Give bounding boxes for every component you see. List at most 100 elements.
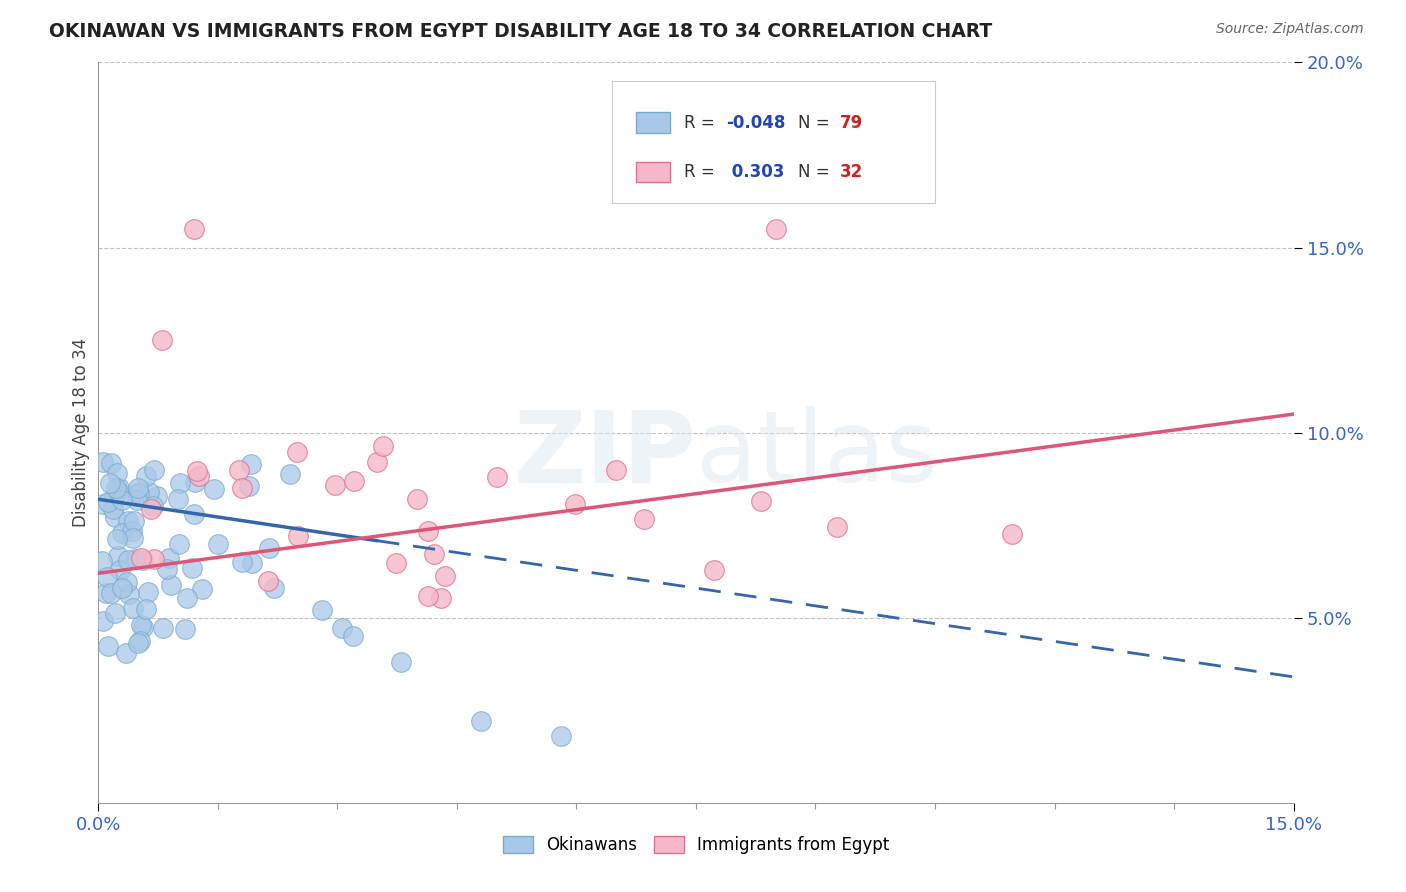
Point bbox=[117, 514, 139, 528]
Point bbox=[108, 481, 131, 495]
Point bbox=[93, 455, 115, 469]
Point bbox=[128, 485, 150, 500]
Point bbox=[135, 602, 157, 616]
Point bbox=[330, 621, 353, 635]
Point bbox=[117, 553, 139, 567]
Point bbox=[105, 467, 128, 481]
Point bbox=[285, 445, 308, 459]
Point bbox=[131, 617, 153, 632]
Point bbox=[278, 467, 301, 481]
Point bbox=[231, 481, 253, 495]
Point bbox=[564, 497, 586, 511]
Point bbox=[470, 714, 492, 729]
Text: ZIP: ZIP bbox=[513, 407, 696, 503]
Point bbox=[122, 514, 145, 528]
Point bbox=[104, 606, 127, 620]
Point bbox=[207, 536, 229, 550]
Text: 79: 79 bbox=[839, 113, 863, 132]
Point bbox=[263, 581, 285, 595]
Point bbox=[406, 492, 429, 507]
Point bbox=[287, 529, 309, 543]
Point bbox=[169, 476, 191, 491]
Point bbox=[257, 541, 280, 556]
Point bbox=[152, 621, 174, 635]
Point bbox=[231, 555, 253, 569]
Point bbox=[238, 479, 260, 493]
Point bbox=[160, 578, 183, 592]
Point bbox=[183, 507, 205, 521]
Point bbox=[202, 482, 225, 496]
Text: -0.048: -0.048 bbox=[725, 113, 785, 132]
Point bbox=[703, 563, 725, 577]
Point bbox=[103, 490, 125, 504]
Point bbox=[605, 462, 627, 476]
Point bbox=[138, 484, 160, 499]
Point bbox=[146, 489, 169, 503]
Point bbox=[125, 485, 148, 500]
Y-axis label: Disability Age 18 to 34: Disability Age 18 to 34 bbox=[72, 338, 90, 527]
Point bbox=[117, 574, 139, 589]
Point bbox=[423, 547, 446, 561]
Text: OKINAWAN VS IMMIGRANTS FROM EGYPT DISABILITY AGE 18 TO 34 CORRELATION CHART: OKINAWAN VS IMMIGRANTS FROM EGYPT DISABI… bbox=[49, 22, 993, 41]
Point bbox=[91, 497, 114, 511]
Text: N =: N = bbox=[797, 113, 834, 132]
Point bbox=[416, 524, 439, 539]
Point bbox=[187, 469, 209, 483]
Text: 0.303: 0.303 bbox=[725, 163, 785, 181]
Point bbox=[111, 525, 134, 540]
Text: R =: R = bbox=[685, 113, 720, 132]
Point bbox=[633, 512, 655, 526]
Point bbox=[96, 585, 118, 599]
Point bbox=[366, 455, 388, 469]
Point bbox=[257, 574, 280, 589]
Point bbox=[240, 557, 263, 571]
Point bbox=[115, 646, 138, 660]
Point bbox=[125, 492, 148, 507]
Point bbox=[100, 585, 122, 599]
Point bbox=[97, 495, 120, 509]
Point bbox=[343, 474, 366, 488]
Point bbox=[124, 551, 146, 566]
Point bbox=[749, 494, 772, 508]
Point bbox=[107, 532, 129, 546]
Point bbox=[325, 478, 347, 492]
Text: Source: ZipAtlas.com: Source: ZipAtlas.com bbox=[1216, 22, 1364, 37]
Point bbox=[385, 557, 408, 571]
Point bbox=[186, 464, 208, 478]
Point bbox=[389, 655, 412, 669]
Point bbox=[139, 502, 162, 516]
Point bbox=[228, 463, 250, 477]
Point bbox=[156, 562, 179, 576]
Point bbox=[157, 550, 180, 565]
Text: R =: R = bbox=[685, 163, 720, 181]
Point bbox=[371, 439, 394, 453]
Point bbox=[98, 476, 121, 491]
Point bbox=[129, 551, 152, 566]
Point bbox=[91, 554, 114, 568]
Text: N =: N = bbox=[797, 163, 834, 181]
Point bbox=[107, 483, 129, 498]
Point bbox=[825, 520, 848, 534]
Point bbox=[111, 582, 134, 596]
Point bbox=[485, 470, 508, 484]
Point bbox=[142, 500, 165, 514]
Point bbox=[173, 622, 195, 636]
FancyBboxPatch shape bbox=[613, 81, 935, 203]
Point bbox=[135, 469, 157, 483]
Point bbox=[132, 553, 155, 567]
Point bbox=[311, 603, 333, 617]
Point bbox=[118, 586, 141, 600]
Point bbox=[191, 582, 214, 596]
Point bbox=[416, 589, 439, 603]
Point bbox=[180, 560, 202, 574]
Point bbox=[121, 524, 143, 538]
Point bbox=[131, 620, 153, 634]
Point bbox=[122, 600, 145, 615]
Point bbox=[136, 585, 159, 599]
Point bbox=[169, 537, 191, 551]
Point bbox=[550, 729, 572, 743]
Point bbox=[150, 333, 173, 347]
Legend: Okinawans, Immigrants from Egypt: Okinawans, Immigrants from Egypt bbox=[496, 830, 896, 861]
Point bbox=[96, 570, 118, 584]
Point bbox=[342, 629, 364, 643]
